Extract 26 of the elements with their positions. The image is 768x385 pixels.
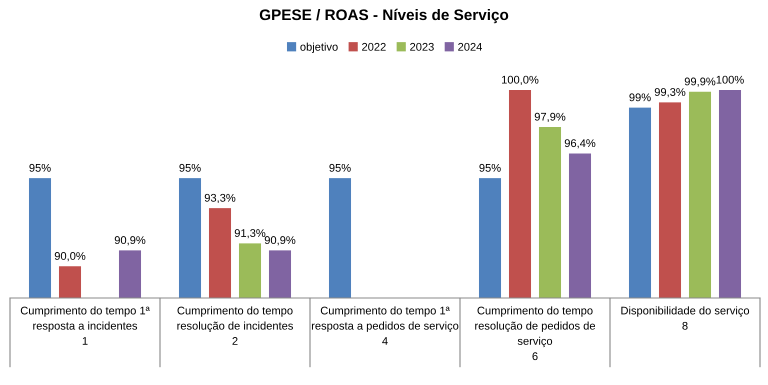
x-tick-label: Cumprimento do tempo 1ª resposta a pedidos de serviço 4 <box>312 306 458 345</box>
data-label: 96,4% <box>564 139 596 148</box>
data-label: 99,9% <box>684 78 716 87</box>
data-label: 100% <box>716 76 744 84</box>
data-label: 95% <box>329 164 351 172</box>
data-label: 99% <box>629 93 651 102</box>
legend-label: 2023 <box>410 42 434 51</box>
data-label: 90,9% <box>114 236 146 246</box>
x-tick-label: Cumprimento do tempo 1ª resposta a incidentes 1 <box>20 306 150 345</box>
data-label: 97,9% <box>534 112 566 122</box>
x-tick-label: Cumprimento do tempo resolução de incidentes 2 <box>177 306 293 345</box>
chart-title: GPESE / ROAS - Níveis de Serviço <box>260 8 508 24</box>
data-label: 95% <box>479 164 501 172</box>
data-label: 90,9% <box>264 236 296 246</box>
legend-label: objetivo <box>300 42 338 53</box>
data-label: 93,3% <box>204 194 236 204</box>
x-tick-label: Cumprimento do tempo resolução de pedidos de serviço 6 <box>475 306 596 360</box>
x-tick-label: Disponibilidade do serviço 8 <box>621 306 750 330</box>
legend-label: 2024 <box>458 42 482 51</box>
legend-label: 2022 <box>362 42 386 51</box>
data-label: 91,3% <box>234 229 266 238</box>
data-label: 95% <box>29 164 51 172</box>
data-label: 95% <box>179 164 201 172</box>
data-label: 99,3% <box>654 88 686 98</box>
data-label: 90,0% <box>54 252 86 262</box>
data-label: 100,0% <box>502 76 538 85</box>
